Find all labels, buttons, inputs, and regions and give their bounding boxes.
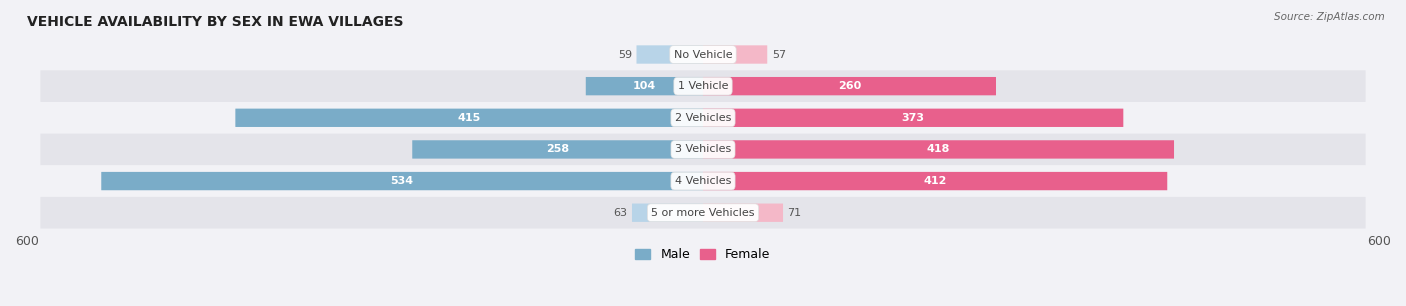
- Text: 4 Vehicles: 4 Vehicles: [675, 176, 731, 186]
- FancyBboxPatch shape: [41, 197, 1365, 229]
- FancyBboxPatch shape: [235, 109, 703, 127]
- FancyBboxPatch shape: [703, 203, 783, 222]
- Text: 104: 104: [633, 81, 657, 91]
- FancyBboxPatch shape: [703, 45, 768, 64]
- FancyBboxPatch shape: [41, 134, 1365, 165]
- Text: 2 Vehicles: 2 Vehicles: [675, 113, 731, 123]
- Text: VEHICLE AVAILABILITY BY SEX IN EWA VILLAGES: VEHICLE AVAILABILITY BY SEX IN EWA VILLA…: [27, 15, 404, 29]
- FancyBboxPatch shape: [41, 39, 1365, 70]
- Text: 412: 412: [924, 176, 946, 186]
- FancyBboxPatch shape: [101, 172, 703, 190]
- Text: 3 Vehicles: 3 Vehicles: [675, 144, 731, 155]
- Legend: Male, Female: Male, Female: [630, 243, 776, 266]
- FancyBboxPatch shape: [703, 172, 1167, 190]
- Text: 1 Vehicle: 1 Vehicle: [678, 81, 728, 91]
- FancyBboxPatch shape: [412, 140, 703, 159]
- Text: 57: 57: [772, 50, 786, 59]
- Text: 5 or more Vehicles: 5 or more Vehicles: [651, 208, 755, 218]
- FancyBboxPatch shape: [631, 203, 703, 222]
- FancyBboxPatch shape: [41, 102, 1365, 134]
- FancyBboxPatch shape: [637, 45, 703, 64]
- Text: 415: 415: [457, 113, 481, 123]
- Text: 418: 418: [927, 144, 950, 155]
- Text: No Vehicle: No Vehicle: [673, 50, 733, 59]
- Text: Source: ZipAtlas.com: Source: ZipAtlas.com: [1274, 12, 1385, 22]
- Text: 59: 59: [617, 50, 633, 59]
- Text: 534: 534: [391, 176, 413, 186]
- FancyBboxPatch shape: [703, 140, 1174, 159]
- FancyBboxPatch shape: [703, 77, 995, 95]
- Text: 373: 373: [901, 113, 925, 123]
- FancyBboxPatch shape: [703, 109, 1123, 127]
- Text: 71: 71: [787, 208, 801, 218]
- Text: 260: 260: [838, 81, 860, 91]
- FancyBboxPatch shape: [41, 165, 1365, 197]
- FancyBboxPatch shape: [41, 70, 1365, 102]
- FancyBboxPatch shape: [586, 77, 703, 95]
- Text: 258: 258: [546, 144, 569, 155]
- Text: 63: 63: [613, 208, 627, 218]
